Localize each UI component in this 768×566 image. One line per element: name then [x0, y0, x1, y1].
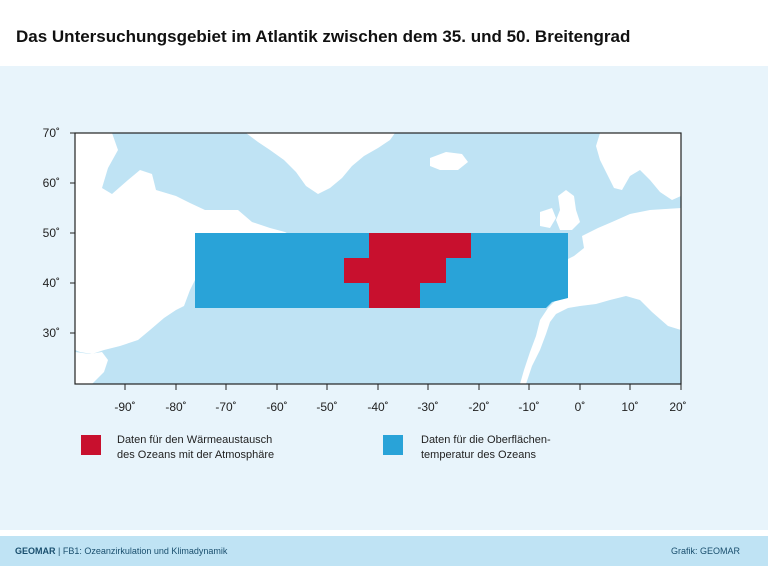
x-tick-label: -80˚ [165, 400, 186, 414]
footer-dept: FB1: Ozeanzirkulation und Klimadynamik [62, 546, 228, 556]
x-tick-label: 10˚ [621, 400, 638, 414]
x-tick-label: -70˚ [215, 400, 236, 414]
y-tick-label: 40˚ [43, 276, 60, 290]
heat-exchange-data-region [344, 233, 471, 308]
legend-heat-swatch [81, 435, 101, 455]
great-britain-landmass [556, 190, 580, 230]
x-tick-label: 0˚ [575, 400, 586, 414]
x-tick-label: -90˚ [114, 400, 135, 414]
title-bar: Das Untersuchungsgebiet im Atlantik zwis… [0, 0, 768, 66]
florida-landmass [75, 352, 108, 384]
y-tick-label: 60˚ [43, 176, 60, 190]
x-tick-label: -30˚ [417, 400, 438, 414]
footer-separator: | [55, 546, 63, 556]
legend-sst-line2: temperatur des Ozeans [421, 449, 536, 461]
x-tick-label: -50˚ [316, 400, 337, 414]
legend-sst-swatch [383, 435, 403, 455]
north-america-landmass [75, 133, 292, 354]
ireland-landmass [540, 208, 556, 228]
legend-heat-label: Daten für den Wärmeaustausch des Ozeans … [117, 433, 347, 463]
x-tick-label: 20˚ [669, 400, 686, 414]
x-tick-label: -20˚ [468, 400, 489, 414]
legend-heat-line2: des Ozeans mit der Atmosphäre [117, 449, 275, 461]
y-tick-label: 70˚ [43, 126, 60, 140]
iceland-landmass [430, 152, 468, 170]
footer-org: GEOMAR [15, 546, 56, 556]
y-tick-label: 30˚ [43, 326, 60, 340]
legend-sst-line1: Daten für die Oberflächen- [421, 434, 551, 446]
y-axis-ticks [70, 132, 75, 334]
greenland-landmass [246, 133, 395, 194]
x-tick-label: -10˚ [518, 400, 539, 414]
footer-bar: GEOMAR | FB1: Ozeanzirkulation und Klima… [0, 536, 768, 566]
x-tick-label: -40˚ [367, 400, 388, 414]
legend-heat-line1: Daten für den Wärmeaustausch [117, 434, 273, 446]
footer-institution: GEOMAR | FB1: Ozeanzirkulation und Klima… [15, 546, 227, 556]
y-tick-label: 50˚ [43, 226, 60, 240]
x-axis-ticks [124, 384, 682, 390]
footer-credit: Grafik: GEOMAR [670, 546, 740, 556]
scandinavia-landmass [596, 133, 681, 200]
europe-africa-landmass [520, 208, 681, 384]
page-title: Das Untersuchungsgebiet im Atlantik zwis… [16, 27, 631, 46]
x-tick-label: -60˚ [266, 400, 287, 414]
legend-sst-label: Daten für die Oberflächen- temperatur de… [421, 433, 651, 463]
